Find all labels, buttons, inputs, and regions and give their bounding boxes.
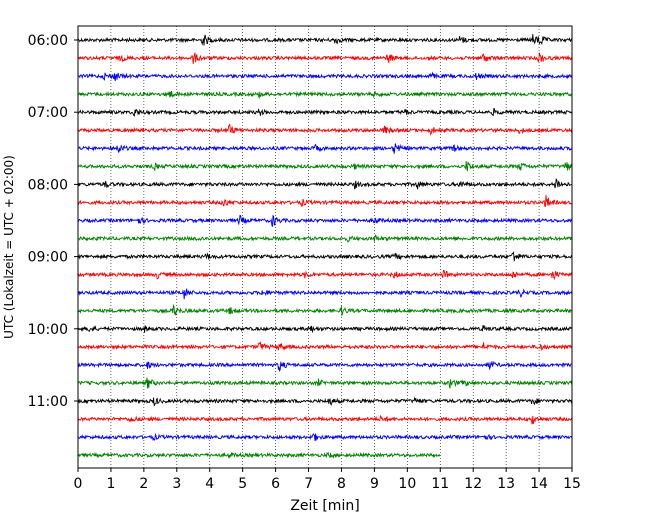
y-axis-label: UTC (Lokalzeit = UTC + 02:00): [2, 155, 16, 339]
trace-line: [77, 71, 573, 82]
trace-line: [77, 143, 572, 154]
x-tick-label: 0: [74, 476, 83, 492]
trace-line: [77, 34, 573, 46]
trace-line: [77, 451, 441, 459]
trace-line: [77, 52, 573, 65]
x-tick-label: 3: [172, 476, 181, 492]
y-tick-label: 11:00: [28, 394, 68, 410]
y-tick-label: 07:00: [28, 105, 68, 121]
trace-line: [77, 214, 573, 227]
trace-line: [77, 361, 572, 373]
trace-line: [77, 269, 573, 280]
trace-line: [77, 303, 573, 317]
trace-line: [77, 234, 572, 243]
x-axis-ticks: 0 1 2 3 4 5 6 7 8 9 10 11 12 13 14 15: [74, 468, 581, 492]
trace-line: [77, 288, 573, 300]
trace-line: [77, 377, 573, 389]
plot-background: [78, 26, 572, 468]
x-tick-label: 14: [530, 476, 548, 492]
trace-line: [77, 177, 572, 190]
x-tick-label: 7: [304, 476, 313, 492]
x-tick-label: 13: [497, 476, 515, 492]
trace-line: [77, 396, 573, 406]
trace-line: [77, 414, 573, 425]
x-axis-label: Zeit [min]: [290, 498, 359, 514]
trace-line: [77, 325, 573, 334]
x-tick-label: 9: [370, 476, 379, 492]
y-axis-ticks: 06:00 07:00 08:00 09:00 10:00 11:00: [28, 33, 78, 410]
y-tick-label: 10:00: [28, 322, 68, 338]
trace-line: [77, 194, 572, 208]
trace-line: [77, 123, 573, 136]
x-tick-label: 6: [271, 476, 280, 492]
y-tick-label: 06:00: [28, 33, 68, 49]
x-tick-label: 11: [431, 476, 449, 492]
x-tick-label: 4: [205, 476, 214, 492]
y-tick-label: 08:00: [28, 177, 68, 193]
x-tick-label: 12: [464, 476, 482, 492]
x-tick-label: 8: [337, 476, 346, 492]
trace-line: [77, 432, 573, 442]
trace-line: [77, 251, 573, 262]
trace-line: [77, 161, 573, 172]
x-tick-label: 15: [563, 476, 581, 492]
x-tick-label: 10: [398, 476, 416, 492]
x-tick-label: 1: [106, 476, 115, 492]
plot-frame: [77, 25, 573, 469]
y-tick-label: 09:00: [28, 250, 68, 266]
x-tick-label: 2: [139, 476, 148, 492]
trace-line: [77, 341, 573, 352]
x-tick-label: 5: [238, 476, 247, 492]
trace-line: [77, 90, 573, 100]
seismic-traces: [77, 34, 573, 459]
trace-line: [77, 108, 573, 117]
